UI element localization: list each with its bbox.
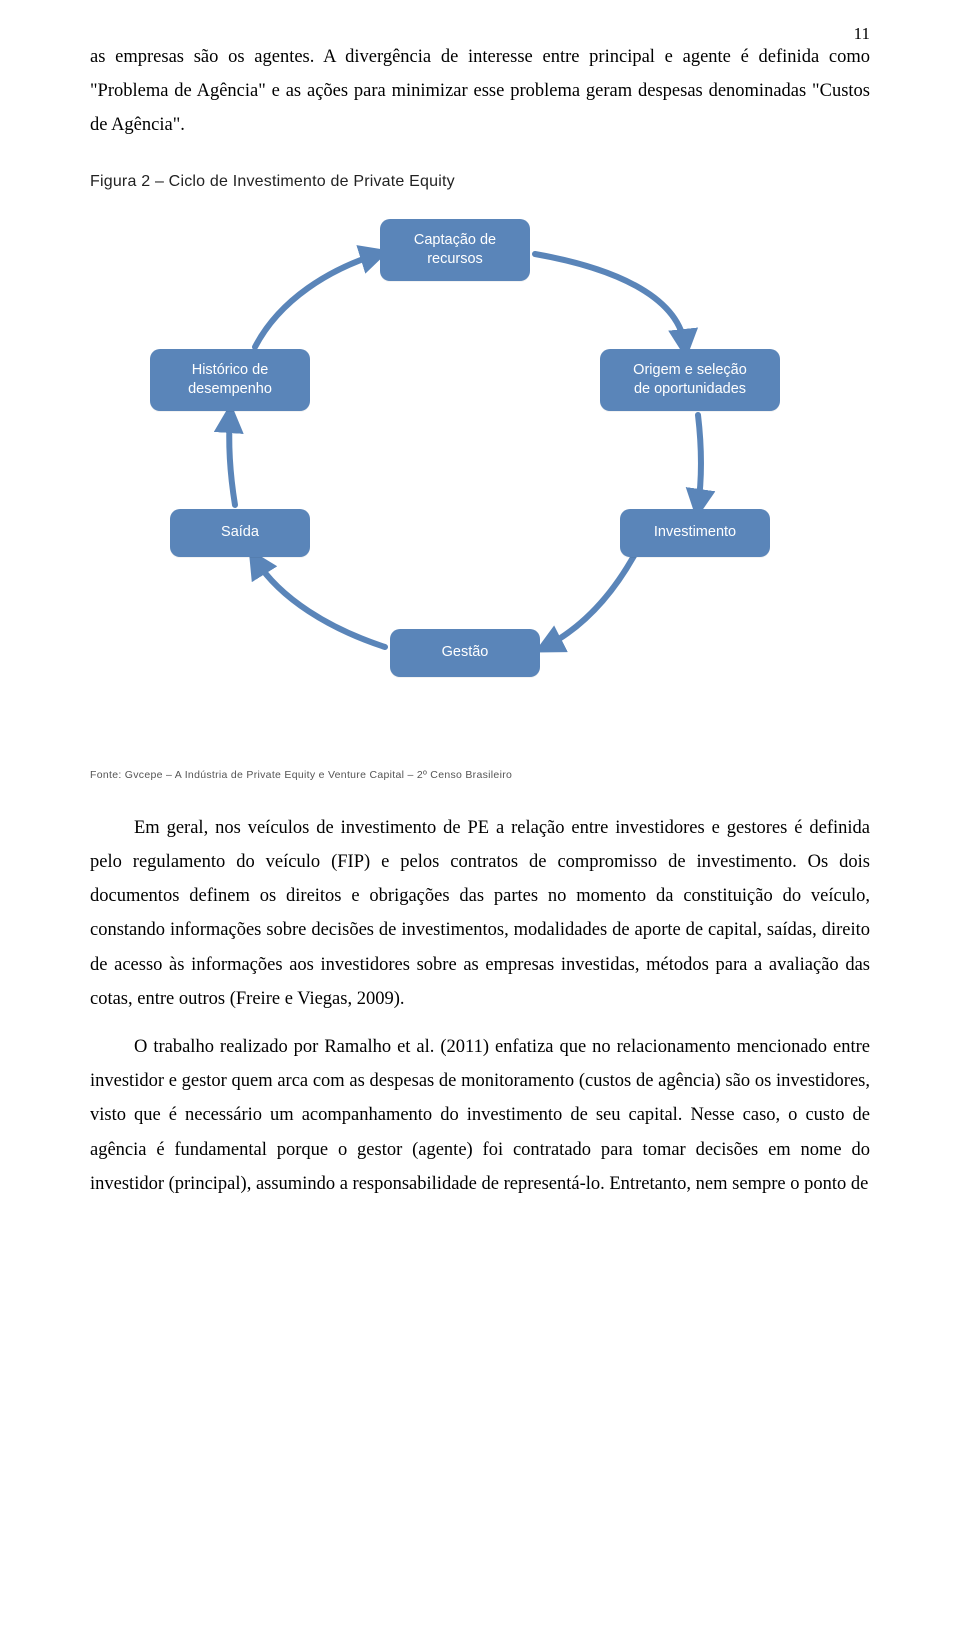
paragraph-2: Em geral, nos veículos de investimento d… [90,811,870,1016]
figure-title: Figura 2 – Ciclo de Investimento de Priv… [90,173,870,191]
cycle-node-captacao: Captação derecursos [380,219,530,281]
arrow-gestao-to-saida [255,559,385,647]
cycle-node-saida: Saída [170,509,310,557]
paragraph-1: as empresas são os agentes. A divergênci… [90,40,870,143]
cycle-node-invest: Investimento [620,509,770,557]
cycle-node-origem: Origem e seleçãode oportunidades [600,349,780,411]
arrow-origem-to-invest [698,415,701,507]
cycle-node-historico: Histórico dedesempenho [150,349,310,411]
paragraph-3: O trabalho realizado por Ramalho et al. … [90,1030,870,1201]
cycle-diagram: Captação derecursos Origem e seleçãode op… [80,199,860,759]
arrow-historico-to-captacao [255,254,378,347]
figure-source: Fonte: Gvcepe – A Indústria de Private E… [90,769,870,781]
cycle-node-gestao: Gestão [390,629,540,677]
arrow-saida-to-historico [229,415,235,505]
arrow-invest-to-gestao [545,554,635,647]
page-number: 11 [854,24,870,44]
figure-2: Figura 2 – Ciclo de Investimento de Priv… [90,173,870,781]
arrow-captacao-to-origem [535,254,685,347]
